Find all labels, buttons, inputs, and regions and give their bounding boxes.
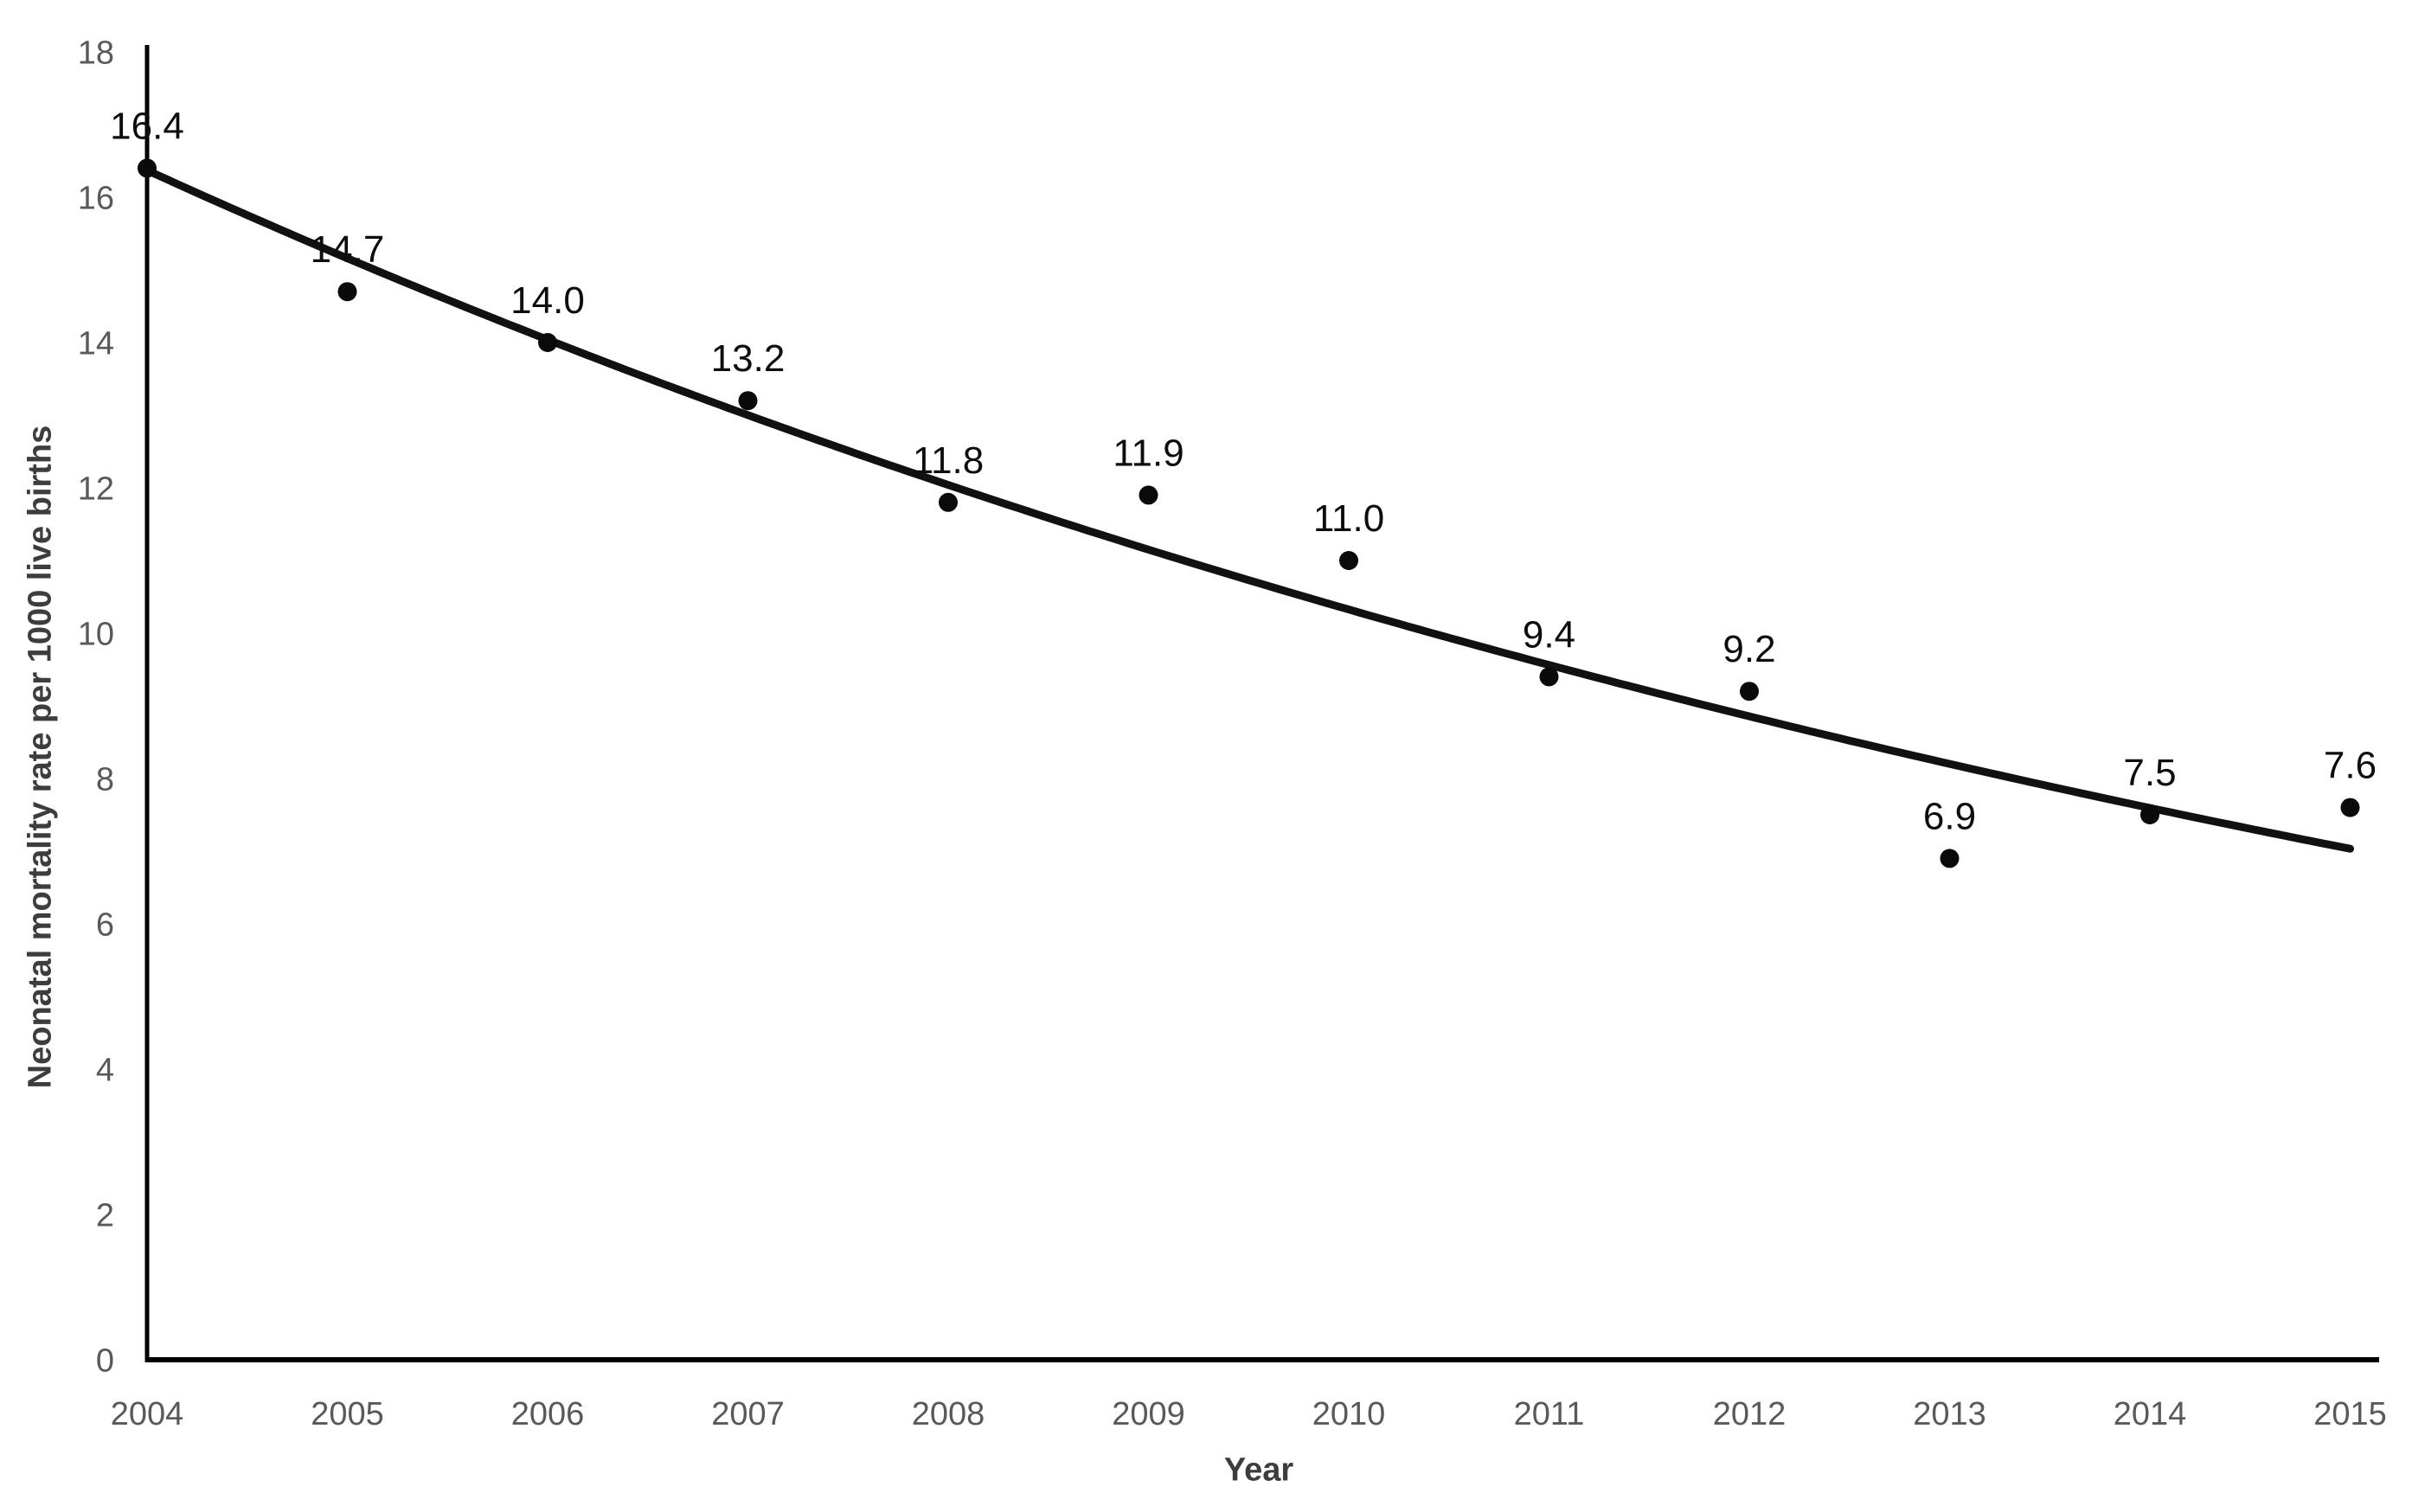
y-tick-4: 4 bbox=[96, 1052, 114, 1088]
x-tick-2005: 2005 bbox=[311, 1396, 384, 1432]
y-tick-10: 10 bbox=[78, 616, 114, 652]
x-tick-2007: 2007 bbox=[711, 1396, 785, 1432]
data-label-2011: 9.4 bbox=[1523, 613, 1575, 656]
y-tick-8: 8 bbox=[96, 761, 114, 798]
x-tick-2010: 2010 bbox=[1312, 1396, 1386, 1432]
data-label-2015: 7.6 bbox=[2324, 745, 2377, 787]
y-tick-16: 16 bbox=[78, 180, 114, 216]
data-label-2008: 11.8 bbox=[913, 439, 984, 482]
data-point-2007 bbox=[738, 391, 758, 411]
data-point-2008 bbox=[939, 492, 958, 512]
y-axis-title: Neonatal mortality rate per 1000 live bi… bbox=[22, 425, 59, 1089]
data-point-2011 bbox=[1539, 667, 1559, 687]
x-tick-2004: 2004 bbox=[111, 1396, 184, 1432]
data-point-2013 bbox=[1940, 849, 1960, 868]
data-point-2009 bbox=[1139, 485, 1158, 505]
data-label-2012: 9.2 bbox=[1722, 628, 1775, 670]
y-tick-2: 2 bbox=[96, 1197, 114, 1233]
x-tick-2014: 2014 bbox=[2114, 1396, 2187, 1432]
y-tick-6: 6 bbox=[96, 907, 114, 943]
data-label-2004: 16.4 bbox=[110, 105, 184, 147]
y-tick-18: 18 bbox=[78, 35, 114, 71]
trend-line bbox=[143, 166, 2354, 853]
data-label-2007: 13.2 bbox=[711, 337, 786, 380]
x-tick-2015: 2015 bbox=[2313, 1396, 2387, 1432]
data-label-2014: 7.5 bbox=[2123, 752, 2176, 794]
data-label-2013: 6.9 bbox=[1923, 795, 1976, 837]
data-label-2010: 11.0 bbox=[1313, 497, 1384, 540]
data-point-2012 bbox=[1740, 682, 1759, 702]
x-tick-2013: 2013 bbox=[1913, 1396, 1986, 1432]
data-label-2006: 14.0 bbox=[510, 279, 585, 322]
data-point-2005 bbox=[337, 282, 357, 302]
y-tick-12: 12 bbox=[78, 471, 114, 507]
x-tick-2011: 2011 bbox=[1514, 1396, 1585, 1432]
data-label-2009: 11.9 bbox=[1113, 432, 1184, 474]
data-point-2014 bbox=[2140, 805, 2159, 824]
data-point-2004 bbox=[138, 158, 157, 178]
x-tick-2008: 2008 bbox=[912, 1396, 985, 1432]
x-tick-2009: 2009 bbox=[1112, 1396, 1185, 1432]
data-label-2005: 14.7 bbox=[311, 228, 385, 271]
data-point-2015 bbox=[2340, 798, 2360, 817]
x-axis-title: Year bbox=[1223, 1451, 1294, 1489]
data-point-2010 bbox=[1339, 551, 1358, 570]
x-tick-2006: 2006 bbox=[511, 1396, 585, 1432]
x-tick-2012: 2012 bbox=[1713, 1396, 1787, 1432]
y-tick-14: 14 bbox=[78, 325, 114, 362]
data-point-2006 bbox=[538, 333, 557, 352]
y-tick-0: 0 bbox=[96, 1342, 114, 1379]
